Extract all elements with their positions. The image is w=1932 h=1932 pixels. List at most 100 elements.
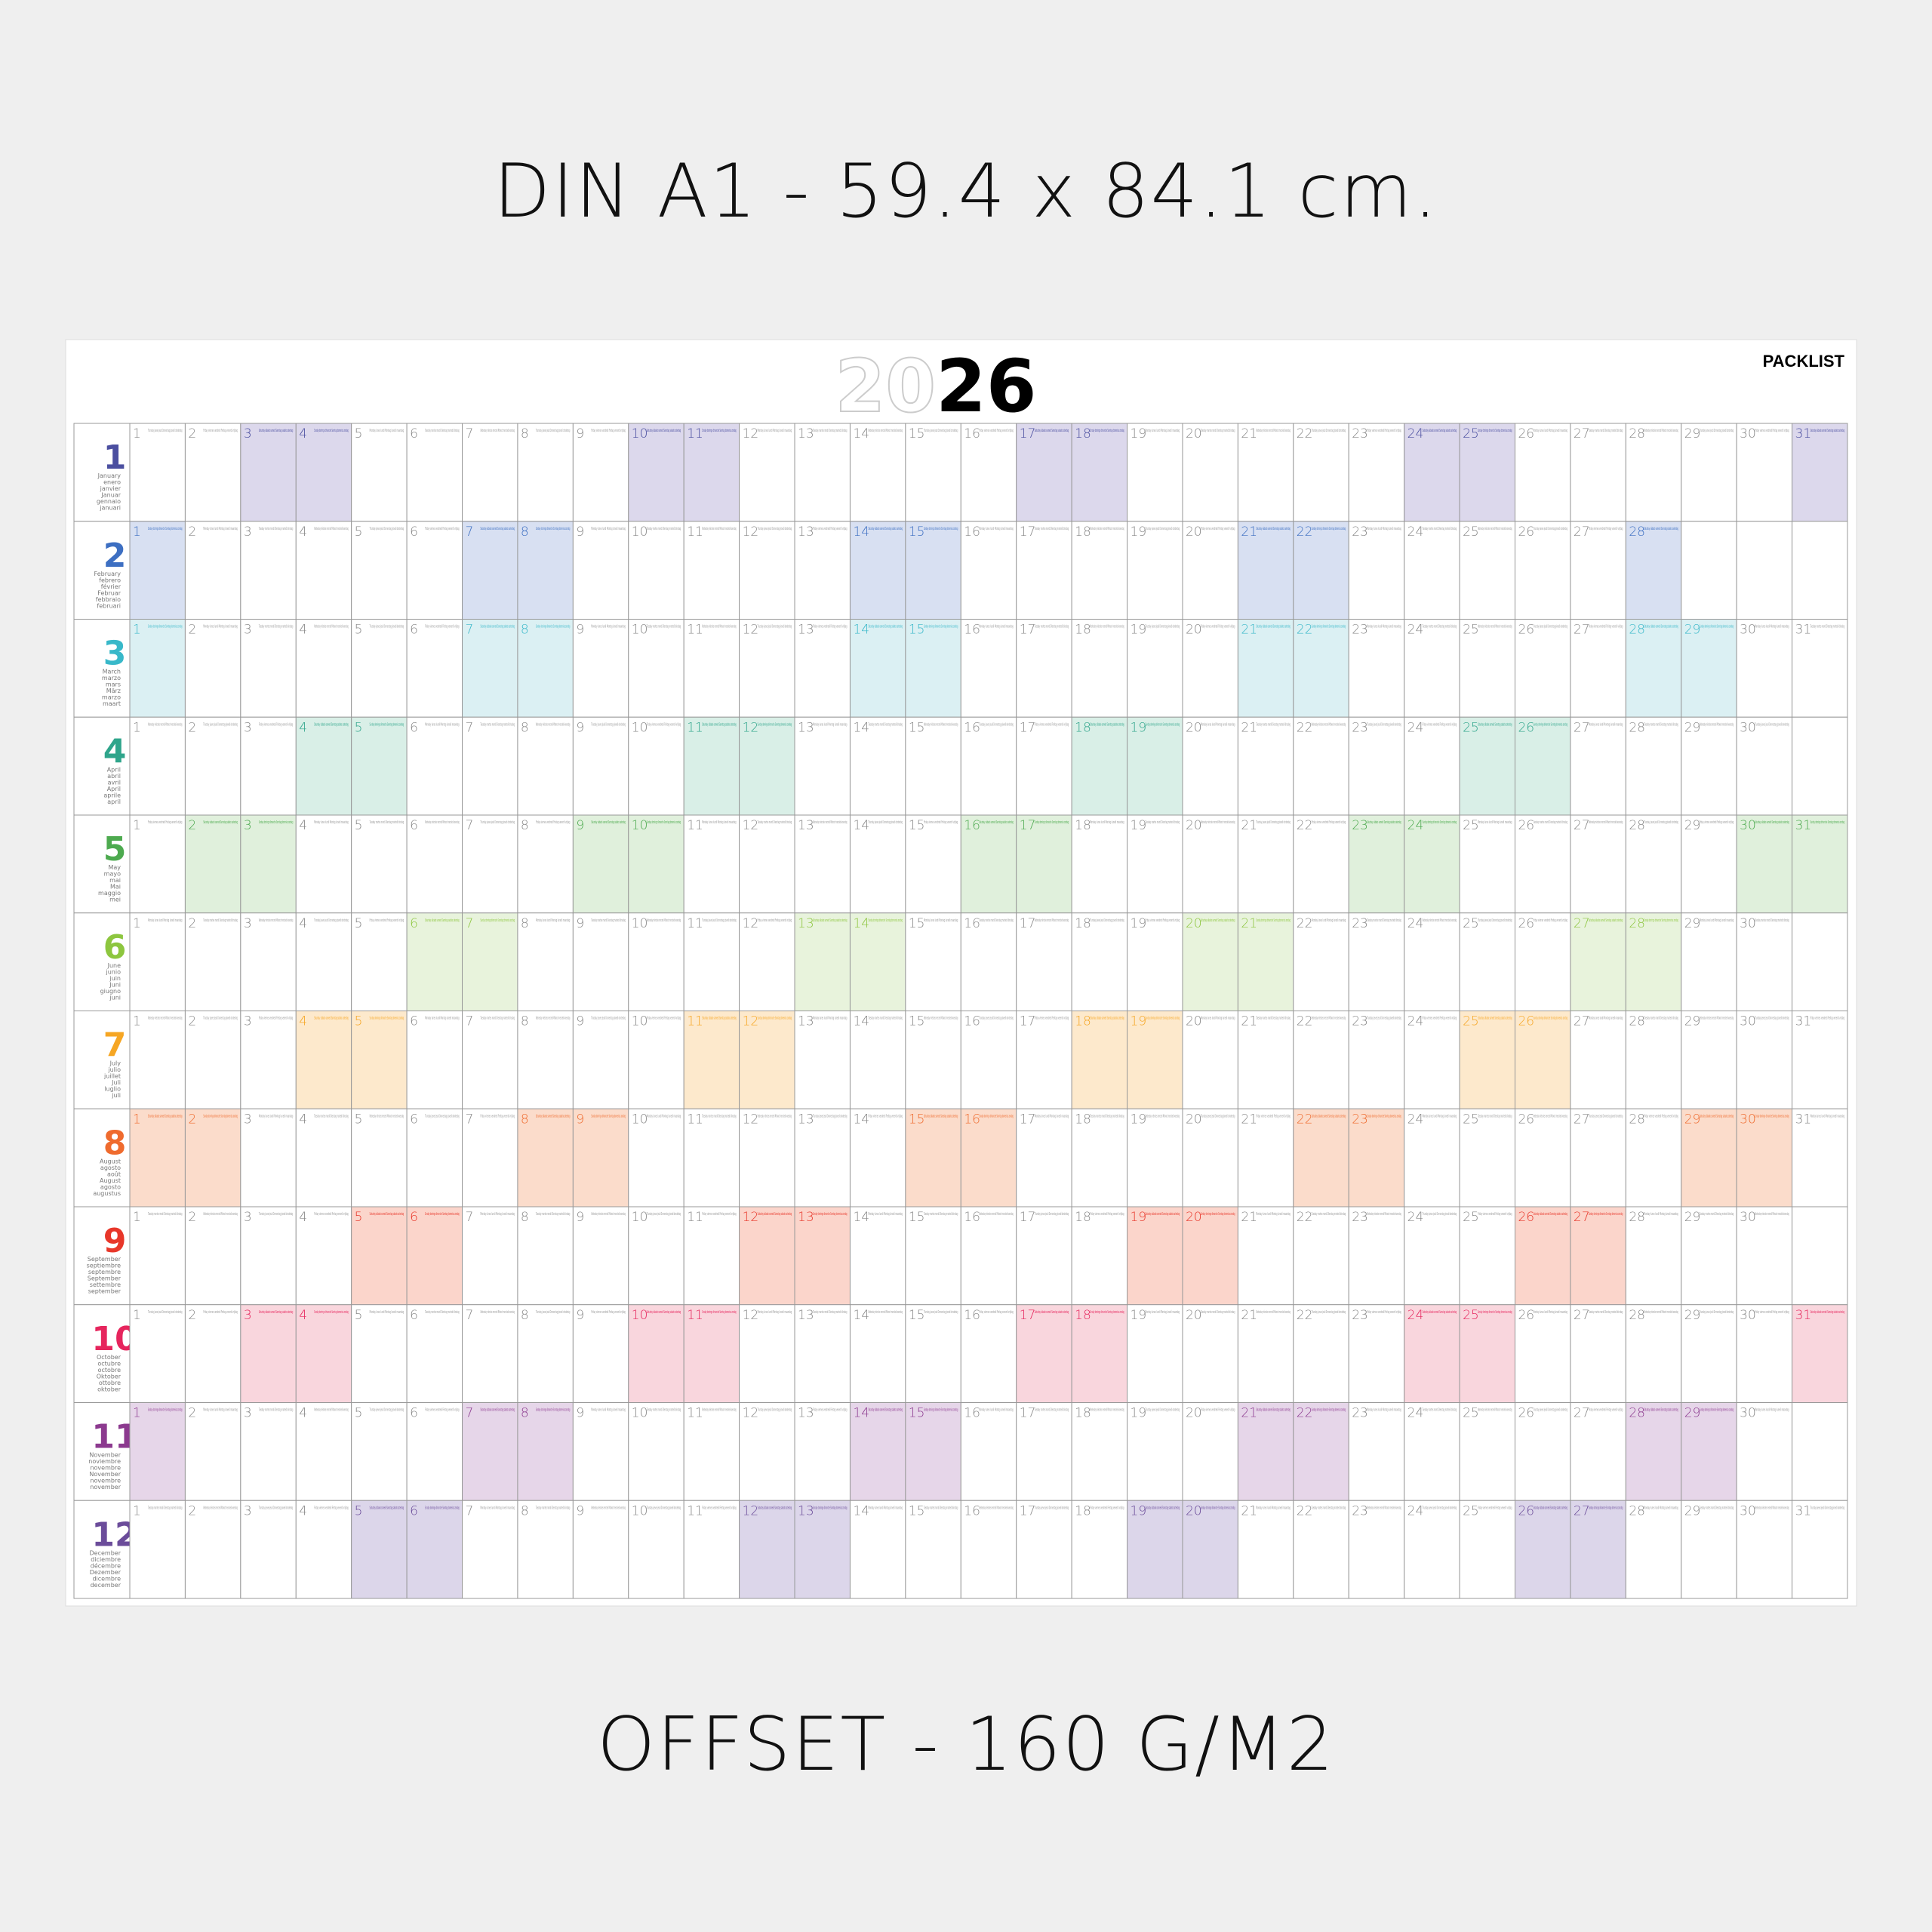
day-cell xyxy=(1071,1500,1128,1599)
month-name: augustus xyxy=(93,1190,121,1197)
weekday-label: Monday lunes lundi Montag lunedì maandag xyxy=(1589,721,1623,727)
day-number: 31 xyxy=(1795,1503,1812,1518)
weekday-label: Saturday sábado samedi Samstag sabato za… xyxy=(1478,1016,1512,1021)
day-number: 10 xyxy=(632,1014,648,1029)
weekday-label: Friday viernes vendredi Freitag venerdì … xyxy=(868,1113,902,1118)
weekday-label: Monday lunes lundi Montag lunedì maandag xyxy=(481,1211,515,1217)
weekday-label: Tuesday martes mardi Dienstag martedì di… xyxy=(369,820,404,825)
weekday-label: Thursday jueves jeudi Donnerstag giovedì… xyxy=(1533,526,1567,531)
day-cell xyxy=(794,521,851,620)
month-name: mai xyxy=(109,877,121,884)
day-cell xyxy=(1404,1011,1460,1109)
day-number: 4 xyxy=(299,818,307,833)
day-number: 20 xyxy=(1186,525,1202,540)
day-number: 4 xyxy=(299,1503,307,1518)
day-cell xyxy=(960,1402,1017,1501)
day-number: 28 xyxy=(1629,1308,1645,1323)
weekday-label: Sunday domingo dimanche Sonntag domenica… xyxy=(1146,722,1180,727)
day-cell xyxy=(1514,1304,1571,1403)
day-number: 27 xyxy=(1574,720,1590,735)
day-cell xyxy=(628,1108,685,1208)
day-number: 17 xyxy=(1020,1308,1036,1323)
day-number: 13 xyxy=(798,1014,814,1029)
day-cell xyxy=(739,423,795,522)
day-number: 25 xyxy=(1463,1503,1479,1518)
weekday-label: Sunday domingo dimanche Sonntag domenica… xyxy=(1312,1408,1346,1413)
weekday-label: Tuesday martes mardi Dienstag martedì di… xyxy=(1034,1407,1069,1413)
day-cell xyxy=(849,423,906,522)
day-number: 14 xyxy=(853,818,869,833)
weekday-label: Thursday jueves jeudi Donnerstag giovedì… xyxy=(1478,918,1512,923)
day-number: 13 xyxy=(798,1503,814,1518)
day-number: 25 xyxy=(1463,1210,1479,1225)
day-number: 22 xyxy=(1297,1308,1313,1323)
day-cell xyxy=(1792,1108,1848,1208)
weekday-label: Tuesday martes mardi Dienstag martedì di… xyxy=(258,624,293,629)
weekday-label: Friday viernes vendredi Freitag venerdì … xyxy=(1533,918,1567,923)
month-name: december xyxy=(91,1582,122,1589)
weekday-label: Thursday jueves jeudi Donnerstag giovedì… xyxy=(924,1309,958,1315)
weekday-label: Friday viernes vendredi Freitag venerdì … xyxy=(536,820,570,825)
day-number: 30 xyxy=(1740,818,1756,833)
day-cell xyxy=(683,521,740,620)
day-cell xyxy=(1514,1011,1571,1109)
day-number: 3 xyxy=(244,1112,252,1127)
day-cell xyxy=(1681,1011,1737,1109)
weekday-label: Friday viernes vendredi Freitag venerdì … xyxy=(1035,1016,1069,1021)
day-cell xyxy=(905,423,961,522)
weekday-label: Friday viernes vendredi Freitag venerdì … xyxy=(1589,526,1623,531)
weekday-label: Friday viernes vendredi Freitag venerdì … xyxy=(1589,624,1623,629)
weekday-label: Saturday sábado samedi Samstag sabato za… xyxy=(1035,1309,1069,1315)
day-cell xyxy=(1792,716,1848,816)
month-label-cell xyxy=(73,423,131,522)
day-cell xyxy=(1404,619,1460,718)
day-cell xyxy=(1182,423,1238,522)
day-number: 3 xyxy=(244,623,252,638)
day-number: 18 xyxy=(1075,1210,1091,1225)
month-number: 9 xyxy=(103,1222,127,1260)
weekday-label: Thursday jueves jeudi Donnerstag giovedì… xyxy=(1699,428,1734,433)
year-solid: 26 xyxy=(936,344,1037,429)
day-number: 21 xyxy=(1241,1503,1257,1518)
day-cell xyxy=(1681,912,1737,1011)
day-number: 22 xyxy=(1297,1210,1313,1225)
day-number: 18 xyxy=(1075,1014,1091,1029)
weekday-label: Wednesday miércoles mercredi Mittwoch me… xyxy=(536,1016,570,1021)
weekday-label: Saturday sábado samedi Samstag sabato za… xyxy=(868,526,902,531)
day-number: 14 xyxy=(853,916,869,931)
month-number: 2 xyxy=(103,537,127,575)
day-number: 21 xyxy=(1241,525,1257,540)
day-number: 18 xyxy=(1075,525,1091,540)
day-number: 17 xyxy=(1020,1503,1036,1518)
weekday-label: Sunday domingo dimanche Sonntag domenica… xyxy=(1533,722,1567,727)
calendar-grid: 1JanuaryenerojanvierJanuargennaiojanuari… xyxy=(73,423,1848,1599)
month-name: abril xyxy=(107,773,121,780)
day-cell xyxy=(406,1108,463,1208)
day-number: 26 xyxy=(1518,1112,1534,1127)
weekday-label: Friday viernes vendredi Freitag venerdì … xyxy=(979,428,1013,433)
day-cell xyxy=(129,1108,186,1208)
day-number: 13 xyxy=(798,525,814,540)
day-cell xyxy=(462,912,518,1011)
weekday-label: Thursday jueves jeudi Donnerstag giovedì… xyxy=(536,428,571,433)
day-cell xyxy=(351,1206,408,1306)
day-cell xyxy=(1459,912,1515,1011)
day-cell xyxy=(960,1108,1017,1208)
day-number: 11 xyxy=(687,426,703,441)
day-number: 21 xyxy=(1241,720,1257,735)
day-number: 4 xyxy=(299,916,307,931)
weekday-label: Thursday jueves jeudi Donnerstag giovedì… xyxy=(979,1016,1014,1021)
month-name: February xyxy=(94,571,122,577)
month-label-cell xyxy=(73,1206,131,1306)
day-number: 18 xyxy=(1075,426,1091,441)
weekday-label: Tuesday martes mardi Dienstag martedì di… xyxy=(1256,1016,1291,1021)
weekday-label: Tuesday martes mardi Dienstag martedì di… xyxy=(868,1016,903,1021)
day-cell xyxy=(1182,912,1238,1011)
day-cell xyxy=(1792,814,1848,914)
weekday-label: Friday viernes vendredi Freitag venerdì … xyxy=(1755,1309,1789,1315)
day-cell xyxy=(517,423,574,522)
weekday-label: Wednesday miércoles mercredi Mittwoch me… xyxy=(813,820,847,825)
day-cell xyxy=(1570,814,1626,914)
month-name: August xyxy=(100,1158,121,1164)
weekday-label: Monday lunes lundi Montag lunedì maandag xyxy=(924,918,958,923)
